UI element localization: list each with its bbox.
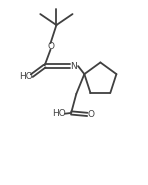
Text: HO: HO (53, 109, 66, 118)
Text: O: O (47, 42, 54, 51)
Text: N: N (71, 62, 77, 71)
Text: HO: HO (19, 72, 33, 81)
Text: O: O (87, 110, 94, 119)
